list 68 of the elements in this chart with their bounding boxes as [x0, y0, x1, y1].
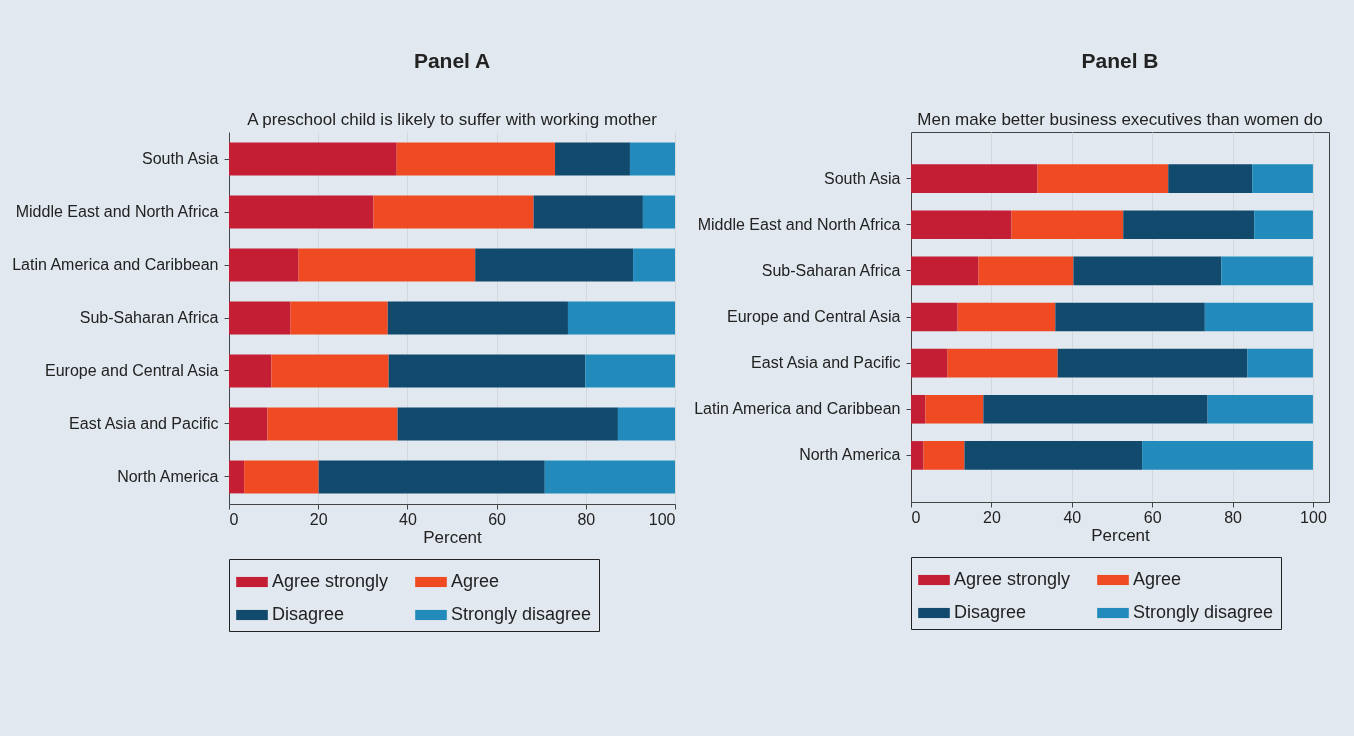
x-axis-title: Percent — [1091, 525, 1151, 545]
chart-title: Panel B — [1081, 49, 1159, 72]
bar — [911, 394, 926, 424]
bar — [947, 348, 1058, 378]
bar — [1123, 210, 1255, 240]
y-tick-label: North America — [799, 446, 901, 464]
legend-label: Agree — [451, 571, 500, 591]
chart-subtitle: Men make better business executives than women do — [917, 110, 1323, 129]
bar — [925, 394, 984, 424]
y-tick-label: East Asia and Pacific — [751, 354, 901, 372]
y-tick-label: South Asia — [824, 169, 901, 187]
y-tick-label: East Asia and Pacific — [69, 414, 219, 432]
bar — [1247, 348, 1313, 378]
y-tick-label: Latin America and Caribbean — [12, 256, 219, 274]
x-tick-label: 80 — [1224, 508, 1243, 526]
bar — [1252, 164, 1313, 193]
x-tick-label: 0 — [229, 510, 239, 528]
bar — [911, 441, 924, 470]
bar — [1057, 348, 1248, 378]
x-tick-label: 20 — [982, 508, 1001, 526]
bar — [964, 441, 1143, 470]
bar — [911, 164, 1038, 193]
bar — [1142, 441, 1313, 470]
bar — [911, 348, 948, 378]
chart-title: Panel A — [413, 49, 491, 72]
y-tick-label: Europe and Central Asia — [45, 361, 219, 379]
bar — [911, 256, 979, 286]
bar — [1204, 302, 1313, 332]
bar — [1168, 164, 1253, 193]
y-tick-label: Middle East and North Africa — [697, 215, 901, 233]
chart-subtitle: A preschool child is likely to suffer with working mother — [247, 110, 658, 129]
legend-label: Strongly disagree — [1133, 602, 1274, 622]
legend-label: Strongly disagree — [451, 604, 592, 624]
bar — [957, 302, 1056, 332]
bar — [1073, 256, 1222, 286]
bar — [911, 302, 958, 332]
bar — [1254, 210, 1313, 240]
legend-label: Disagree — [272, 604, 345, 624]
bar — [978, 256, 1074, 286]
bar — [983, 394, 1208, 424]
x-tick-label: 60 — [488, 510, 507, 528]
bar — [1011, 210, 1124, 240]
legend-label: Disagree — [954, 602, 1027, 622]
x-tick-label: 100 — [1300, 508, 1327, 526]
legend-label: Agree strongly — [272, 571, 389, 591]
x-tick-label: 80 — [577, 510, 596, 528]
y-tick-label: Europe and Central Asia — [727, 308, 901, 325]
y-tick-label: South Asia — [142, 150, 219, 168]
bar — [911, 210, 1012, 240]
bar — [1207, 394, 1313, 424]
x-tick-label: 20 — [309, 510, 328, 528]
bar — [1221, 256, 1313, 286]
x-tick-label: 40 — [1063, 508, 1082, 526]
x-tick-label: 40 — [399, 510, 417, 528]
y-tick-label: Sub-Saharan Africa — [761, 261, 901, 279]
legend-label: Agree — [1133, 569, 1182, 589]
x-tick-label: 60 — [1143, 508, 1162, 526]
x-axis-title: Percent — [423, 527, 483, 547]
bar — [923, 441, 965, 470]
x-tick-label: 0 — [911, 508, 921, 526]
y-tick-label: Sub-Saharan Africa — [79, 309, 219, 326]
y-tick-label: Middle East and North Africa — [15, 203, 219, 221]
bar — [1037, 164, 1169, 193]
x-tick-label: 100 — [648, 510, 676, 528]
bar — [1055, 302, 1205, 332]
y-tick-label: North America — [117, 467, 219, 485]
legend-label: Agree strongly — [954, 569, 1071, 589]
y-tick-label: Latin America and Caribbean — [694, 400, 901, 418]
